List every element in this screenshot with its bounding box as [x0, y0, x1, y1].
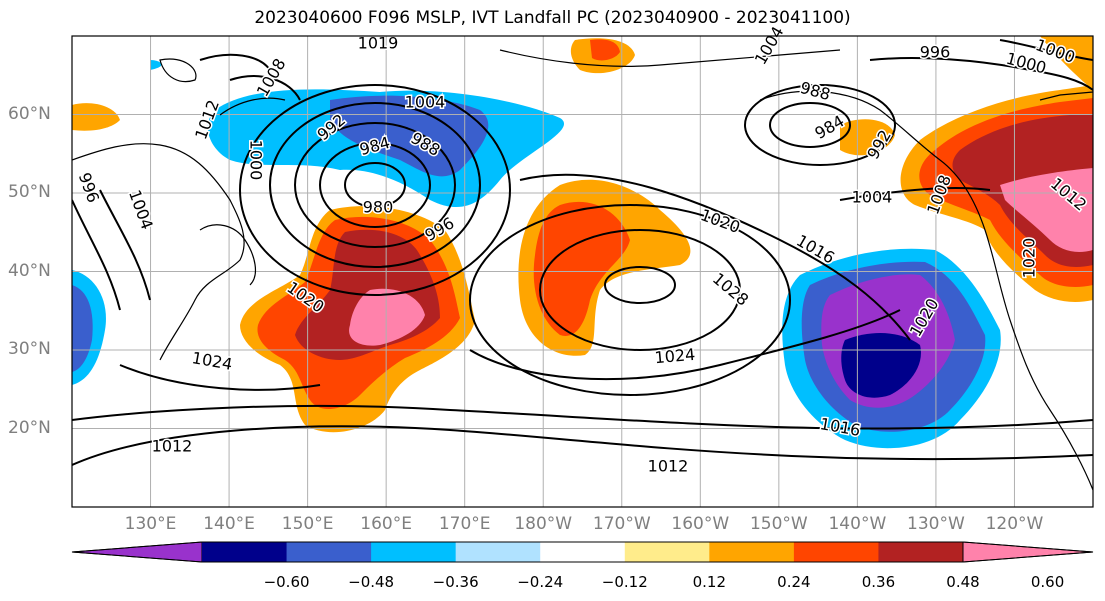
- colorbar-tick-label: −0.48: [348, 573, 395, 591]
- longitude-label: 180°W: [514, 514, 573, 534]
- latitude-label: 60°N: [8, 103, 51, 124]
- colorbar-swatch: [624, 542, 710, 562]
- longitude-label: 120°W: [985, 514, 1044, 534]
- ivt-shading: [72, 36, 1093, 449]
- isobar-label: 1012: [648, 457, 689, 476]
- colorbar-swatch: [286, 542, 372, 562]
- colorbar-swatch: [371, 542, 457, 562]
- latitude-label: 20°N: [8, 417, 51, 438]
- colorbar-tick-label: 0.60: [1030, 573, 1065, 591]
- map-border: [71, 35, 1094, 508]
- isobar-label: 1004: [852, 188, 893, 207]
- longitude-label: 130°E: [124, 514, 177, 534]
- colorbar-swatch: [793, 542, 879, 562]
- latitude-label: 30°N: [8, 339, 51, 359]
- colorbar-tick-label: −0.36: [432, 573, 479, 591]
- longitude-label: 140°W: [828, 514, 887, 534]
- colorbar-tick-label: 0.48: [946, 573, 980, 591]
- map-title: 2023040600 F096 MSLP, IVT Landfall PC (2…: [254, 8, 851, 28]
- colorbar-extend-high: [962, 541, 1094, 563]
- colorbar-tick-label: −0.60: [263, 573, 310, 591]
- longitude-label: 130°W: [907, 514, 965, 534]
- latitude-label: 50°N: [8, 182, 51, 202]
- colorbar-tick-label: −0.12: [601, 573, 648, 591]
- colorbar-tick-label: 0.36: [861, 573, 896, 591]
- colorbar-tick-label: −0.24: [517, 573, 564, 591]
- coastlines: [72, 49, 1093, 491]
- longitude-label: 150°W: [749, 514, 808, 534]
- colorbar-tick-label: 0.24: [777, 573, 811, 591]
- isobar-label: 1020: [1020, 238, 1039, 279]
- colorbar-swatch: [540, 542, 626, 562]
- isobar-label: 980: [363, 198, 394, 217]
- colorbar-swatch: [878, 542, 964, 562]
- longitude-label: 150°E: [281, 514, 334, 534]
- colorbar-swatch: [202, 542, 288, 562]
- longitude-label: 140°E: [203, 514, 255, 534]
- isobar-label: 1024: [654, 345, 696, 367]
- latitude-label: 40°N: [8, 260, 51, 281]
- colorbar-outline: [71, 541, 1094, 563]
- longitude-label: 160°W: [671, 514, 730, 534]
- colorbar: [71, 541, 1094, 563]
- colorbar-extend-low: [71, 541, 203, 563]
- longitude-label: 160°E: [360, 514, 412, 534]
- isobar-label: 1019: [358, 34, 399, 53]
- isobars: [72, 39, 1093, 466]
- colorbar-swatch: [709, 542, 795, 562]
- longitude-label: 170°E: [438, 514, 491, 534]
- isobar-label: 996: [920, 43, 951, 62]
- isobar-label: 1012: [152, 437, 193, 456]
- colorbar-swatch: [455, 542, 541, 562]
- longitude-label: 170°W: [592, 514, 651, 534]
- isobar-label: 1000: [247, 140, 266, 181]
- colorbar-tick-label: 0.12: [692, 573, 727, 591]
- isobar-label: 1004: [405, 93, 446, 112]
- ivt-negative-region-nwpac-inner: [330, 95, 489, 177]
